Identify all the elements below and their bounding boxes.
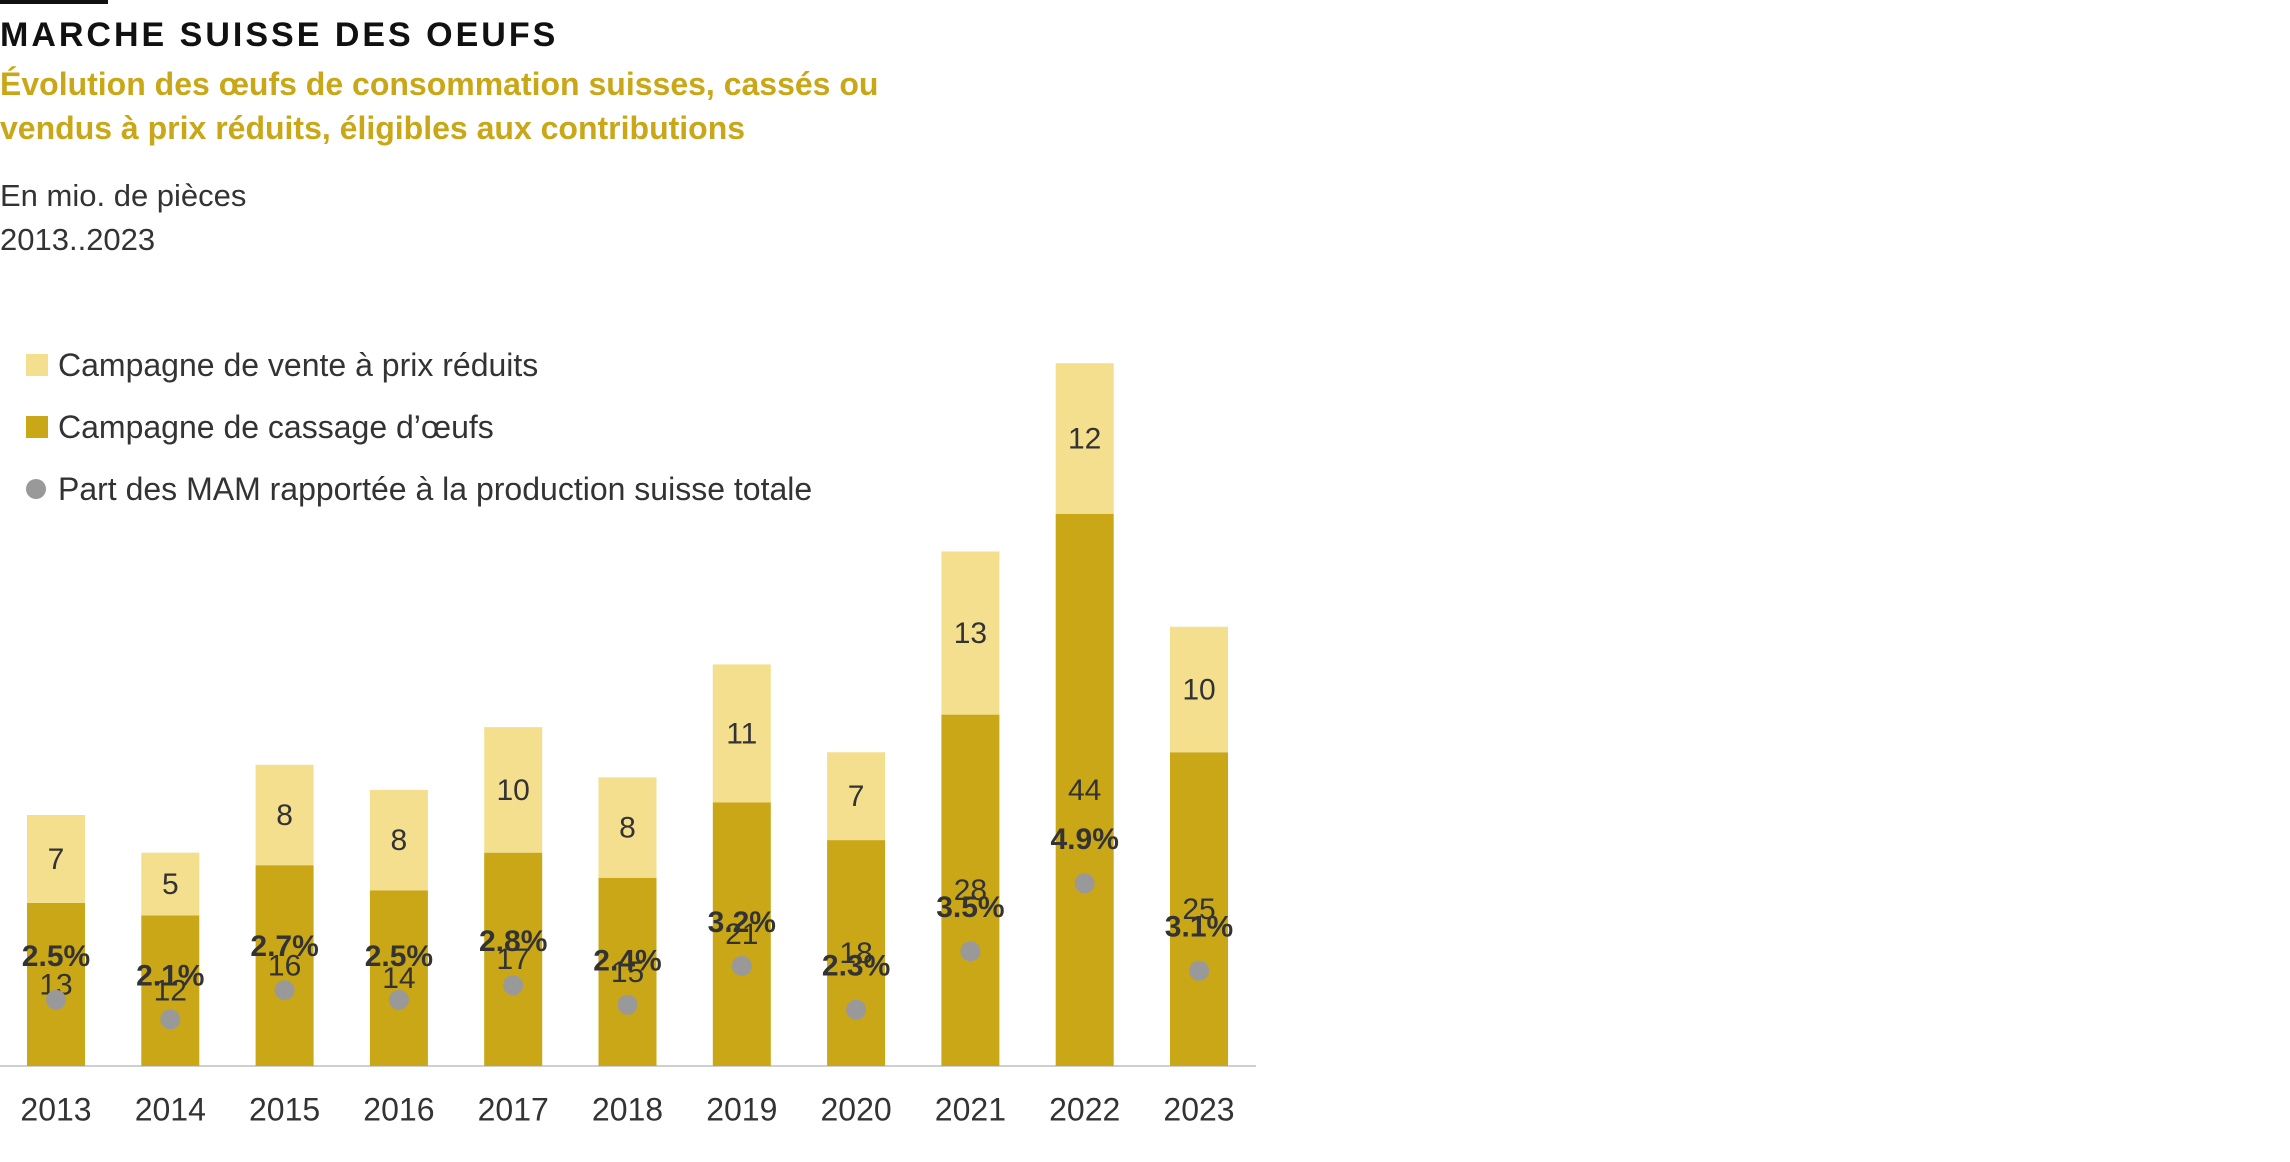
value-label-reduced-price-2022: 12 bbox=[1068, 422, 1101, 455]
bar-egg-breaking-2016 bbox=[369, 890, 428, 1066]
share-label-2020: 2.3% bbox=[822, 950, 890, 983]
share-label-2013: 2.5% bbox=[22, 940, 90, 973]
value-label-reduced-price-2023: 10 bbox=[1182, 673, 1215, 706]
value-label-egg-breaking-2017: 17 bbox=[497, 943, 530, 976]
bar-egg-breaking-2023 bbox=[1170, 752, 1228, 1066]
value-label-reduced-price-2014: 5 bbox=[162, 868, 179, 901]
value-label-egg-breaking-2014: 12 bbox=[154, 975, 187, 1008]
legend-swatch-share bbox=[26, 479, 46, 499]
period-label: 2013..2023 bbox=[0, 222, 156, 257]
share-point-2014 bbox=[160, 1009, 181, 1030]
value-label-reduced-price-2020: 7 bbox=[848, 780, 865, 813]
bar-egg-breaking-2013 bbox=[27, 902, 85, 1066]
share-label-2015: 2.7% bbox=[250, 930, 318, 963]
bar-reduced-price-2014 bbox=[141, 852, 200, 916]
legend-label-reduced-price: Campagne de vente à prix réduits bbox=[58, 346, 539, 383]
bar-egg-breaking-2021 bbox=[941, 714, 1000, 1066]
bar-reduced-price-2021 bbox=[941, 551, 1000, 715]
x-tick-label-2020: 2020 bbox=[821, 1091, 892, 1127]
bar-reduced-price-2016 bbox=[369, 789, 428, 891]
bar-reduced-price-2019 bbox=[712, 664, 771, 803]
bar-egg-breaking-2022 bbox=[1055, 513, 1114, 1066]
share-point-2013 bbox=[46, 989, 66, 1010]
value-label-egg-breaking-2015: 16 bbox=[268, 950, 301, 983]
value-label-reduced-price-2016: 8 bbox=[391, 824, 408, 857]
bar-egg-breaking-2019 bbox=[712, 802, 771, 1066]
bar-reduced-price-2020 bbox=[827, 752, 886, 841]
share-label-2016: 2.5% bbox=[365, 940, 433, 973]
share-label-2021: 3.5% bbox=[936, 891, 1004, 924]
share-label-2019: 3.2% bbox=[708, 906, 776, 939]
chart-subtitle: Évolution des œufs de consommation suiss… bbox=[0, 66, 879, 146]
value-label-reduced-price-2019: 11 bbox=[726, 717, 757, 750]
bar-reduced-price-2023 bbox=[1170, 626, 1228, 753]
title-accent-bar bbox=[0, 0, 108, 4]
bar-reduced-price-2013 bbox=[27, 815, 85, 903]
share-label-2022: 4.9% bbox=[1051, 823, 1119, 856]
value-label-reduced-price-2017: 10 bbox=[497, 774, 530, 807]
share-label-2018: 2.4% bbox=[593, 945, 661, 978]
bar-reduced-price-2018 bbox=[598, 777, 657, 878]
share-point-2016 bbox=[388, 989, 409, 1010]
legend: Campagne de vente à prix réduits Campagn… bbox=[26, 334, 812, 520]
x-tick-label-2019: 2019 bbox=[706, 1091, 777, 1127]
x-tick-label-2015: 2015 bbox=[249, 1091, 320, 1127]
value-label-reduced-price-2021: 13 bbox=[954, 617, 987, 650]
legend-item-reduced-price: Campagne de vente à prix réduits bbox=[26, 334, 812, 396]
share-point-2022 bbox=[1074, 873, 1095, 894]
legend-swatch-egg-breaking bbox=[26, 416, 48, 438]
share-label-2017: 2.8% bbox=[479, 925, 547, 958]
value-label-egg-breaking-2019: 21 bbox=[725, 918, 758, 951]
bar-egg-breaking-2020 bbox=[827, 840, 886, 1066]
chart-title: MARCHE SUISSE DES OEUFS bbox=[0, 16, 559, 54]
x-tick-label-2016: 2016 bbox=[363, 1091, 434, 1127]
value-label-egg-breaking-2018: 15 bbox=[611, 956, 644, 989]
value-label-reduced-price-2015: 8 bbox=[276, 799, 293, 832]
bar-egg-breaking-2014 bbox=[141, 915, 200, 1066]
bar-reduced-price-2022 bbox=[1055, 363, 1114, 514]
bar-reduced-price-2015 bbox=[255, 764, 314, 866]
bar-egg-breaking-2017 bbox=[484, 852, 543, 1066]
x-tick-label-2023: 2023 bbox=[1163, 1091, 1234, 1127]
x-tick-label-2013: 2013 bbox=[20, 1091, 91, 1127]
value-label-egg-breaking-2021: 28 bbox=[954, 874, 987, 907]
legend-item-egg-breaking: Campagne de cassage d’œufs bbox=[26, 396, 812, 458]
share-label-2023: 3.1% bbox=[1165, 911, 1233, 944]
share-point-2021 bbox=[960, 941, 981, 962]
share-point-2015 bbox=[274, 980, 295, 1001]
bar-egg-breaking-2018 bbox=[598, 877, 657, 1066]
legend-item-share: Part des MAM rapportée à la production s… bbox=[26, 458, 812, 520]
legend-swatch-reduced-price bbox=[26, 354, 48, 376]
value-label-reduced-price-2018: 8 bbox=[619, 811, 636, 844]
value-label-egg-breaking-2022: 44 bbox=[1068, 774, 1101, 807]
share-label-2014: 2.1% bbox=[136, 959, 204, 992]
value-label-reduced-price-2013: 7 bbox=[48, 843, 65, 876]
x-tick-label-2022: 2022 bbox=[1049, 1091, 1120, 1127]
share-point-2018 bbox=[617, 994, 638, 1015]
value-label-egg-breaking-2020: 18 bbox=[839, 937, 872, 970]
value-label-egg-breaking-2023: 25 bbox=[1182, 893, 1215, 926]
legend-label-egg-breaking: Campagne de cassage d’œufs bbox=[58, 408, 494, 445]
bar-egg-breaking-2015 bbox=[255, 865, 314, 1066]
x-tick-label-2014: 2014 bbox=[135, 1091, 206, 1127]
unit-label: En mio. de pièces bbox=[0, 178, 247, 213]
x-tick-label-2017: 2017 bbox=[478, 1091, 549, 1127]
x-tick-label-2018: 2018 bbox=[592, 1091, 663, 1127]
share-point-2020 bbox=[846, 999, 867, 1020]
bar-reduced-price-2017 bbox=[484, 727, 543, 853]
share-point-2023 bbox=[1189, 960, 1209, 981]
value-label-egg-breaking-2016: 14 bbox=[382, 962, 415, 995]
x-tick-label-2021: 2021 bbox=[935, 1091, 1006, 1127]
legend-label-share: Part des MAM rapportée à la production s… bbox=[58, 470, 813, 507]
share-point-2019 bbox=[731, 955, 752, 976]
share-point-2017 bbox=[503, 975, 524, 996]
